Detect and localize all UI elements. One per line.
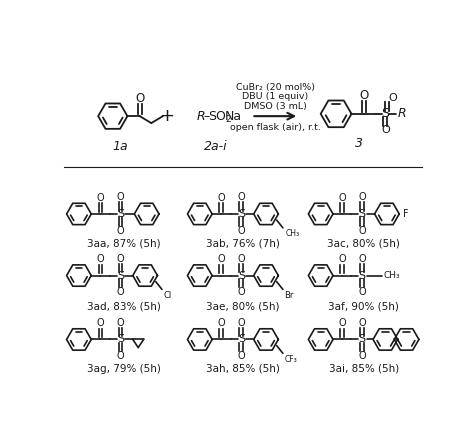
Text: O: O: [338, 193, 346, 203]
Text: 3ai, 85% (5h): 3ai, 85% (5h): [328, 364, 399, 374]
Text: O: O: [338, 318, 346, 328]
Text: Na: Na: [224, 110, 241, 123]
Text: 3ae, 80% (5h): 3ae, 80% (5h): [206, 301, 280, 311]
Text: S: S: [238, 209, 245, 219]
Text: R: R: [196, 110, 205, 123]
Text: 3ah, 85% (5h): 3ah, 85% (5h): [206, 364, 280, 374]
Text: O: O: [97, 254, 104, 264]
Text: CF₃: CF₃: [284, 355, 297, 364]
Text: +: +: [159, 107, 174, 125]
Text: 3: 3: [355, 136, 363, 150]
Text: Cl: Cl: [164, 291, 172, 300]
Text: O: O: [358, 317, 366, 327]
Text: F: F: [403, 209, 409, 219]
Text: 3aa, 87% (5h): 3aa, 87% (5h): [87, 239, 160, 249]
Text: O: O: [359, 89, 368, 102]
Text: O: O: [117, 192, 124, 202]
Text: O: O: [237, 351, 245, 361]
Text: S: S: [382, 107, 389, 121]
Text: open flask (air), r.t.: open flask (air), r.t.: [230, 123, 321, 132]
Text: O: O: [135, 92, 145, 105]
Text: S: S: [359, 335, 366, 344]
Text: O: O: [218, 193, 225, 203]
Text: O: O: [117, 317, 124, 327]
Text: O: O: [237, 317, 245, 327]
Text: S: S: [117, 209, 124, 219]
Text: 3af, 90% (5h): 3af, 90% (5h): [328, 301, 399, 311]
Text: O: O: [117, 226, 124, 236]
Text: O: O: [218, 318, 225, 328]
Text: DBU (1 equiv): DBU (1 equiv): [242, 92, 309, 101]
Text: O: O: [237, 254, 245, 263]
Text: 3ac, 80% (5h): 3ac, 80% (5h): [328, 239, 400, 249]
Text: 3ab, 76% (7h): 3ab, 76% (7h): [206, 239, 280, 249]
Text: S: S: [359, 209, 366, 219]
Text: O: O: [358, 254, 366, 263]
Text: –: –: [204, 110, 210, 123]
Text: 2: 2: [226, 115, 231, 124]
Text: O: O: [117, 287, 124, 297]
Text: 2a-i: 2a-i: [204, 140, 228, 154]
Text: O: O: [358, 226, 366, 236]
Text: CuBr₂ (20 mol%): CuBr₂ (20 mol%): [236, 83, 315, 92]
Text: O: O: [381, 125, 390, 135]
Text: S: S: [359, 271, 366, 281]
Text: DMSO (3 mL): DMSO (3 mL): [244, 102, 307, 111]
Text: O: O: [237, 287, 245, 297]
Text: O: O: [389, 94, 398, 103]
Text: SO: SO: [209, 110, 227, 123]
Text: O: O: [358, 287, 366, 297]
Text: 3ag, 79% (5h): 3ag, 79% (5h): [87, 364, 161, 374]
Text: O: O: [358, 351, 366, 361]
Text: 3ad, 83% (5h): 3ad, 83% (5h): [87, 301, 161, 311]
Text: O: O: [237, 226, 245, 236]
Text: 1a: 1a: [113, 140, 128, 154]
Text: S: S: [238, 271, 245, 281]
Text: Br: Br: [284, 291, 294, 300]
Text: O: O: [117, 254, 124, 263]
Text: O: O: [97, 193, 104, 203]
Text: O: O: [237, 192, 245, 202]
Text: S: S: [238, 335, 245, 344]
Text: O: O: [358, 192, 366, 202]
Text: CH₃: CH₃: [285, 229, 299, 238]
Text: S: S: [117, 271, 124, 281]
Text: O: O: [338, 254, 346, 264]
Text: O: O: [97, 318, 104, 328]
Text: CH₃: CH₃: [384, 271, 401, 280]
Text: O: O: [117, 351, 124, 361]
Text: S: S: [117, 335, 124, 344]
Text: O: O: [218, 254, 225, 264]
Text: R: R: [398, 107, 407, 121]
